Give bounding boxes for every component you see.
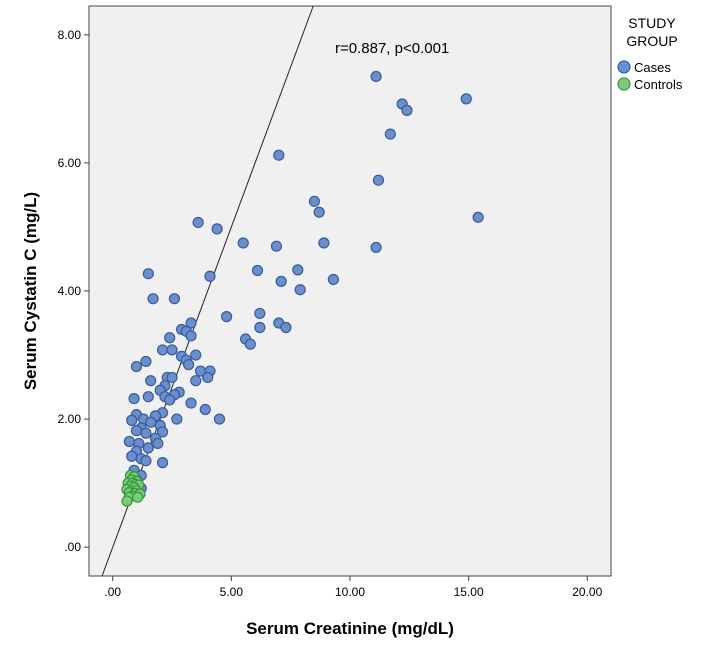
data-point-cases bbox=[370, 241, 382, 254]
data-point-cases bbox=[145, 416, 157, 428]
data-point-cases bbox=[142, 268, 154, 280]
data-point-cases bbox=[318, 237, 330, 249]
data-point-cases bbox=[166, 371, 178, 384]
data-point-cases bbox=[294, 284, 306, 296]
y-tick-label: 2.00 bbox=[58, 412, 82, 426]
data-point-cases bbox=[192, 216, 204, 229]
data-points bbox=[121, 70, 484, 507]
data-point-cases bbox=[164, 332, 176, 344]
data-point-cases bbox=[142, 391, 154, 403]
data-point-cases bbox=[190, 349, 202, 361]
data-point-cases bbox=[185, 330, 197, 342]
data-point-cases bbox=[147, 293, 159, 305]
data-point-cases bbox=[168, 293, 181, 305]
data-point-cases bbox=[313, 206, 325, 218]
data-point-cases bbox=[251, 264, 264, 277]
data-point-cases bbox=[130, 425, 143, 437]
y-tick-label: 6.00 bbox=[58, 156, 82, 170]
legend-marker-cases bbox=[617, 60, 631, 74]
data-point-cases bbox=[185, 317, 197, 329]
data-point-cases bbox=[190, 375, 202, 387]
y-tick-label: 4.00 bbox=[58, 284, 82, 298]
legend-label-cases: Cases bbox=[634, 60, 671, 75]
axis-ticks: .00 5.00 10.00 15.00 20.00 .00 2.00 4.00 6.00 8.0… bbox=[58, 28, 603, 599]
data-point-cases bbox=[142, 442, 154, 454]
data-point-cases bbox=[273, 149, 285, 161]
data-point-cases bbox=[204, 270, 216, 282]
y-tick-label: 8.00 bbox=[58, 28, 82, 42]
data-point-cases bbox=[185, 397, 197, 409]
series-controls bbox=[121, 469, 146, 507]
data-point-cases bbox=[327, 273, 339, 286]
series-cases bbox=[123, 70, 484, 499]
x-tick-label: 10.00 bbox=[335, 585, 365, 599]
legend-label-controls: Controls bbox=[634, 77, 683, 92]
data-point-cases bbox=[152, 437, 164, 450]
data-point-cases bbox=[384, 128, 396, 140]
data-point-cases bbox=[126, 450, 138, 462]
legend-title-line-1: STUDY bbox=[628, 15, 676, 31]
data-point-cases bbox=[130, 360, 143, 373]
correlation-annotation: r=0.887, p<0.001 bbox=[335, 40, 449, 57]
data-point-cases bbox=[244, 338, 256, 350]
data-point-cases bbox=[123, 435, 135, 448]
legend: STUDY GROUP Cases Controls bbox=[617, 15, 683, 92]
data-point-cases bbox=[254, 321, 266, 334]
data-point-cases bbox=[183, 359, 195, 371]
x-axis-title: Serum Creatinine (mg/dL) bbox=[246, 619, 454, 638]
data-point-cases bbox=[280, 321, 292, 334]
data-point-cases bbox=[211, 223, 223, 235]
data-point-cases bbox=[145, 375, 157, 387]
y-axis-title: Serum Cystatin C (mg/L) bbox=[21, 192, 40, 390]
data-point-cases bbox=[140, 455, 152, 467]
data-point-cases bbox=[237, 237, 249, 249]
data-point-cases bbox=[128, 392, 140, 405]
data-point-cases bbox=[140, 355, 152, 368]
legend-marker-controls bbox=[617, 77, 631, 91]
data-point-cases bbox=[254, 307, 266, 320]
data-point-cases bbox=[166, 344, 178, 356]
data-point-cases bbox=[156, 457, 169, 469]
data-point-controls bbox=[121, 495, 133, 507]
legend-title-line-2: GROUP bbox=[626, 33, 677, 49]
plot-area bbox=[88, 5, 612, 577]
data-point-cases bbox=[270, 240, 283, 252]
x-tick-label: 20.00 bbox=[572, 585, 602, 599]
data-point-cases bbox=[401, 104, 413, 116]
y-tick-label: .00 bbox=[64, 540, 81, 554]
data-point-cases bbox=[171, 413, 183, 425]
x-tick-label: .00 bbox=[104, 585, 121, 599]
data-point-cases bbox=[221, 311, 233, 323]
data-point-cases bbox=[126, 414, 138, 426]
data-point-cases bbox=[370, 70, 382, 83]
data-point-controls bbox=[132, 491, 144, 503]
data-point-cases bbox=[164, 394, 176, 406]
data-point-cases bbox=[199, 403, 211, 416]
data-point-cases bbox=[156, 344, 169, 356]
data-point-cases bbox=[292, 264, 304, 276]
x-tick-label: 5.00 bbox=[220, 585, 244, 599]
x-tick-label: 15.00 bbox=[454, 585, 484, 599]
data-point-cases bbox=[472, 211, 484, 223]
data-point-cases bbox=[308, 195, 321, 207]
data-point-cases bbox=[460, 93, 472, 105]
data-point-cases bbox=[275, 275, 287, 287]
data-point-cases bbox=[156, 426, 169, 438]
data-point-cases bbox=[372, 174, 385, 186]
data-point-cases bbox=[202, 371, 214, 384]
data-point-cases bbox=[140, 427, 152, 439]
data-point-cases bbox=[213, 413, 226, 425]
